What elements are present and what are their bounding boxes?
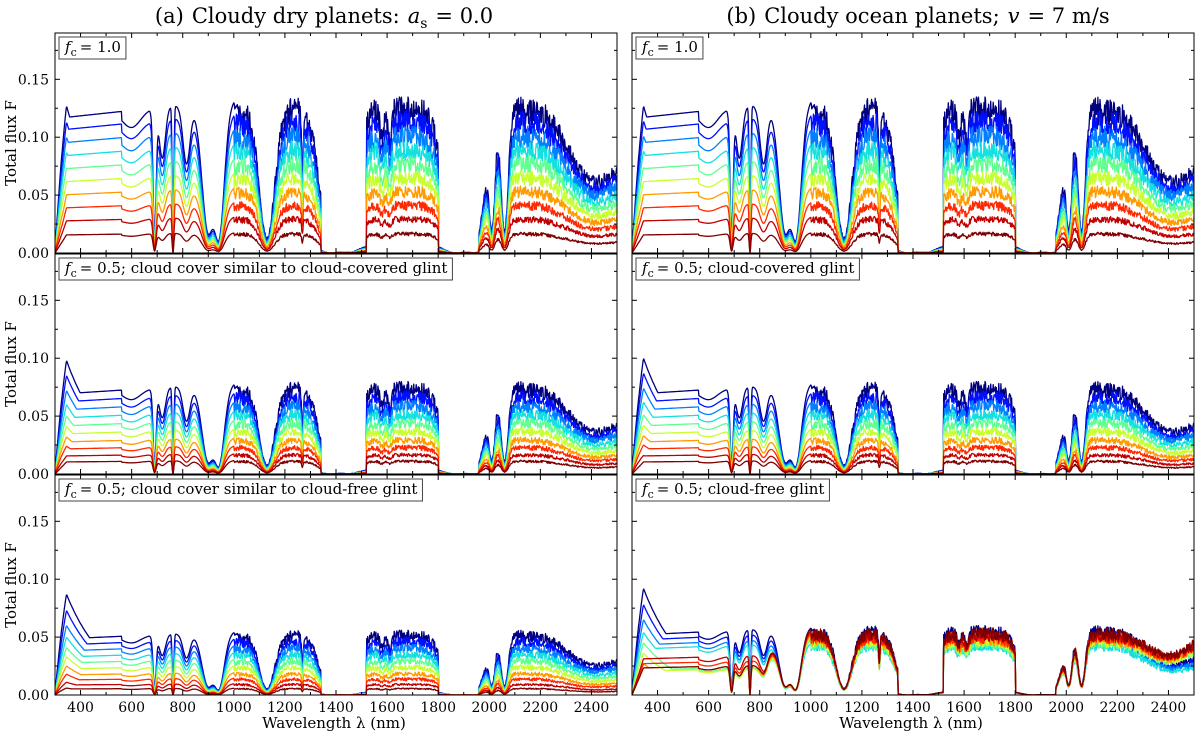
panel-label-box — [58, 257, 453, 281]
y-tick-label: 0.05 — [18, 409, 49, 425]
panel-label-text: fc = 1.0 — [641, 38, 698, 59]
ylabel-row-3: Total flux F — [2, 542, 20, 628]
y-tick-label: 0.15 — [18, 293, 49, 309]
spectrum-line-4 — [632, 402, 1194, 474]
x-tick-label: 600 — [695, 700, 722, 716]
x-tick-label: 1400 — [318, 700, 354, 716]
ylabel-row-2: Total flux F — [2, 321, 20, 407]
y-tick-label: 0.15 — [18, 514, 49, 530]
spectrum-line-6 — [55, 170, 617, 253]
x-tick-label: 800 — [746, 700, 773, 716]
x-tick-label: 2400 — [574, 700, 610, 716]
y-tick-label: 0.05 — [18, 188, 49, 204]
x-tick-label: 1200 — [844, 700, 880, 716]
panel-label-text: fc = 0.5; cloud-free glint — [641, 480, 824, 501]
spectrum-line-6 — [632, 170, 1194, 253]
x-tick-label: 1600 — [946, 700, 982, 716]
x-tick-label: 1800 — [997, 700, 1033, 716]
spectra-group — [55, 594, 617, 695]
x-tick-label: 400 — [67, 700, 94, 716]
x-tick-label: 2200 — [1100, 700, 1136, 716]
spectrum-line-8 — [632, 200, 1194, 253]
y-tick-label: 0.15 — [18, 72, 49, 88]
x-tick-label: 2000 — [471, 700, 507, 716]
spectrum-line-9 — [632, 629, 1194, 695]
y-tick-label: 0.00 — [18, 246, 49, 262]
x-tick-label: 600 — [118, 700, 145, 716]
panel-label: fc = 1.0 — [58, 36, 127, 60]
panel-label-box — [58, 36, 127, 60]
panel-label: fc = 1.0 — [635, 36, 704, 60]
spectrum-line-9 — [55, 681, 617, 695]
spectra-group — [632, 358, 1194, 474]
x-tick-label: 1800 — [420, 700, 456, 716]
panel-label: fc = 0.5; cloud cover similar to cloud-fr… — [58, 478, 423, 502]
y-tick-label: 0.10 — [18, 130, 49, 146]
spectrum-line-5 — [55, 415, 617, 474]
panel-label-box — [635, 36, 704, 60]
spectra-group — [632, 588, 1194, 695]
panel-1-2: 400 600 800 1000 1200 1400 1600 1800 2000 2200 240… — [631, 474, 1195, 716]
panel-label-text: fc = 0.5; cloud cover similar to cloud-fr… — [64, 480, 417, 501]
ylabel-row-1: Total flux F — [2, 100, 20, 186]
panel-label: fc = 0.5; cloud-covered glint — [635, 257, 860, 281]
y-tick-label: 0.00 — [18, 467, 49, 483]
panel-1-0: fc = 1.0 — [631, 32, 1195, 254]
panel-label-text: fc = 0.5; cloud cover similar to cloud-co… — [64, 259, 447, 280]
panel-0-0: 0.00 0.05 0.10 0.15 fc = 1.0 — [18, 32, 618, 262]
spectrum-line-4 — [55, 404, 617, 474]
panel-label-box — [635, 478, 830, 502]
panel-0-1: 0.00 0.05 0.10 0.15 fc = 0.5; cloud cover sim… — [18, 253, 618, 483]
x-tick-label: 2000 — [1048, 700, 1084, 716]
panel-label-box — [58, 478, 423, 502]
x-tick-label: 1000 — [793, 700, 829, 716]
spectra-group — [632, 96, 1194, 253]
panel-label: fc = 0.5; cloud cover similar to cloud-co… — [58, 257, 453, 281]
y-tick-label: 0.10 — [18, 351, 49, 367]
x-tick-label: 800 — [169, 700, 196, 716]
panel-label-box — [635, 257, 860, 281]
x-tick-label: 2400 — [1151, 700, 1187, 716]
xlabel-col-a: Wavelength λ (nm) — [262, 714, 406, 732]
panel-label-text: fc = 0.5; cloud-covered glint — [641, 259, 854, 280]
y-tick-label: 0.10 — [18, 572, 49, 588]
spectra-group — [55, 96, 617, 253]
axes-frame — [54, 474, 618, 696]
spectrum-line-5 — [632, 414, 1194, 474]
axes-frame — [631, 474, 1195, 696]
y-tick-label: 0.05 — [18, 630, 49, 646]
x-tick-label: 1400 — [895, 700, 931, 716]
x-tick-label: 1200 — [267, 700, 303, 716]
spectrum-line-8 — [55, 200, 617, 253]
panel-label-text: fc = 1.0 — [64, 38, 121, 59]
spectra-group — [55, 360, 617, 474]
title-col-a: (a) Cloudy dry planets: as = 0.0 — [155, 4, 493, 32]
xlabel-col-b: Wavelength λ (nm) — [839, 714, 983, 732]
panel-label: fc = 0.5; cloud-free glint — [635, 478, 830, 502]
y-tick-label: 0.00 — [18, 688, 49, 704]
title-col-b: (b) Cloudy ocean planets; v = 7 m/s — [726, 4, 1109, 28]
x-tick-label: 1600 — [369, 700, 405, 716]
x-tick-label: 1000 — [216, 700, 252, 716]
x-tick-label: 2200 — [523, 700, 559, 716]
panel-1-1: fc = 0.5; cloud-covered glint — [631, 253, 1195, 475]
x-tick-label: 400 — [644, 700, 671, 716]
panel-0-2: 0.00 0.05 0.10 0.15 400 600 800 1000 1200 1400 160… — [18, 474, 618, 716]
spectrum-line-10 — [55, 687, 617, 695]
